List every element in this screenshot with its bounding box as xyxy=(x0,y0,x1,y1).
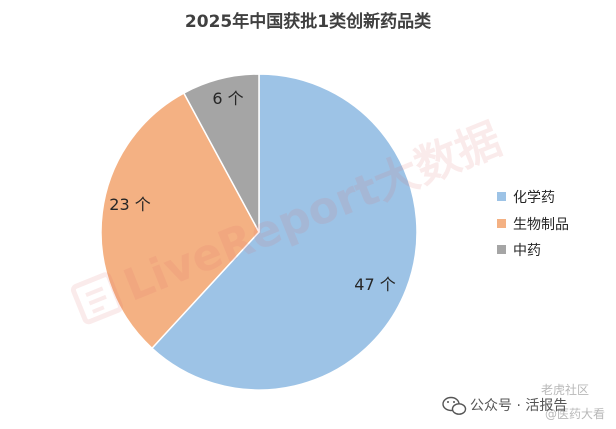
legend-item-tcm: 中药 xyxy=(497,243,541,259)
footer-faint-bottom: @医药大看 xyxy=(545,407,605,421)
pie-slices xyxy=(100,73,418,391)
legend-swatch-chemical xyxy=(497,192,506,201)
chart-title: 2025年中国获批1类创新药品类 xyxy=(185,11,432,32)
legend-swatch-tcm xyxy=(497,245,506,254)
footer-account-label: 公众号 · 活报告 xyxy=(470,398,567,414)
legend-label-biologic: 生物制品 xyxy=(513,217,569,233)
pie-slice-tcm xyxy=(182,73,260,233)
watermark-logo-icon xyxy=(70,272,124,325)
slice-label-chemical: 47 个 xyxy=(354,275,395,294)
legend-label-tcm: 中药 xyxy=(513,243,541,259)
slice-labels: 47 个 23 个 6 个 xyxy=(109,89,395,294)
legend: 化学药 生物制品 中药 xyxy=(497,190,569,259)
pie-slice-chemical xyxy=(150,73,418,391)
legend-label-chemical: 化学药 xyxy=(513,190,555,206)
legend-item-biologic: 生物制品 xyxy=(497,217,569,233)
footer-faint-top: 老虎社区 xyxy=(541,382,589,397)
slice-label-tcm: 6 个 xyxy=(212,89,243,108)
wechat-icon xyxy=(442,396,467,415)
legend-swatch-biologic xyxy=(497,219,506,228)
slice-label-biologic: 23 个 xyxy=(109,195,150,214)
pie-slice-biologic xyxy=(100,92,260,350)
legend-item-chemical: 化学药 xyxy=(497,190,555,206)
